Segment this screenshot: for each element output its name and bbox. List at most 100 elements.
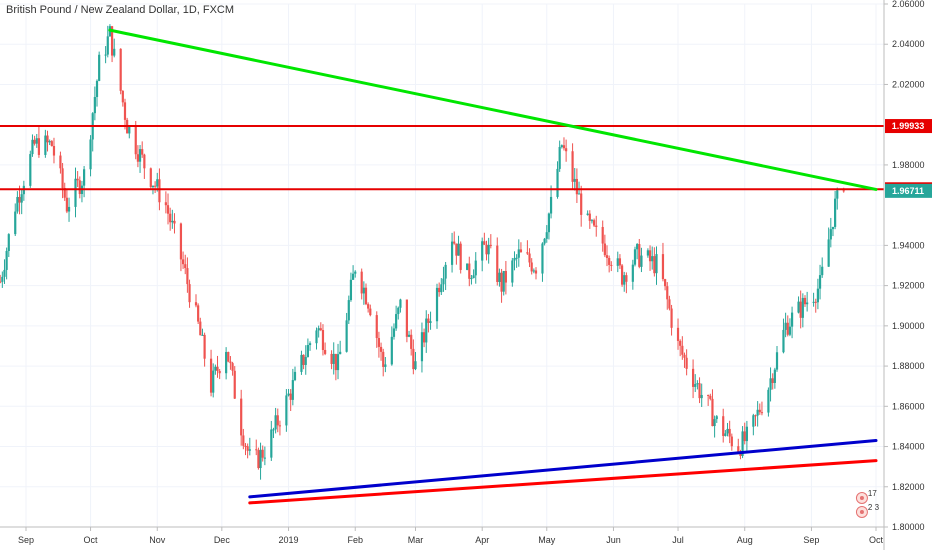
candle-body (259, 449, 262, 469)
y-tick-label: 1.92000 (892, 281, 925, 291)
candle-body (95, 80, 99, 98)
candle-body (35, 138, 38, 144)
x-tick-label: Oct (84, 535, 99, 545)
candle-body (44, 135, 47, 155)
candle-body (530, 262, 533, 272)
candle-body (756, 409, 759, 416)
candle-body (218, 370, 221, 374)
time-axis[interactable]: Sep Oct Nov Dec 2019 Feb Mar Apr May Jun Jul Aug Sep… (18, 527, 884, 545)
candle-body (48, 141, 51, 143)
candle-body (188, 284, 191, 303)
candle-body (98, 54, 101, 81)
candle-body (801, 297, 804, 318)
candle-body (728, 428, 731, 437)
price-axis[interactable]: 2.06000 2.04000 2.02000 1.98000 1.94000 1.920… (884, 0, 925, 532)
candle-body (412, 348, 415, 370)
candle-body (274, 415, 277, 430)
candle-body (345, 320, 348, 352)
grid-layer (0, 3, 884, 528)
candle-body (481, 241, 484, 261)
candle-body (181, 259, 185, 265)
candle-body (715, 416, 718, 420)
candle-body (377, 338, 381, 347)
candle-body (362, 287, 365, 294)
candle-body (46, 135, 49, 143)
candle-body (1, 276, 4, 282)
candle-body (272, 429, 275, 431)
candle-body (698, 383, 701, 399)
candle-body (803, 297, 807, 305)
candle-body (104, 54, 107, 56)
x-tick-label: 2019 (279, 535, 299, 545)
candle-body (646, 250, 649, 256)
candle-body (194, 302, 198, 306)
candle-body (231, 363, 234, 371)
y-tick-label: 1.94000 (892, 240, 925, 250)
candle-body (134, 126, 137, 155)
candle-body (754, 415, 757, 417)
candle-body (420, 332, 424, 362)
candle-body (392, 328, 396, 337)
candle-body (668, 299, 671, 309)
x-tick-label: Jun (606, 535, 621, 545)
trendline[interactable] (108, 28, 878, 191)
candle-body (246, 446, 249, 451)
candle-body (664, 279, 667, 287)
y-tick-label: 2.02000 (892, 79, 925, 89)
candle-body (14, 211, 17, 235)
candle-body (240, 398, 243, 436)
candle-body (321, 330, 325, 350)
event-badges[interactable]: 17 2 3 (855, 489, 880, 518)
candle-body (156, 179, 159, 187)
candle-body (623, 275, 626, 285)
candle-body (679, 340, 682, 346)
candle-body (651, 256, 654, 262)
x-tick-label: Apr (475, 535, 489, 545)
candle-body (197, 305, 200, 322)
candle-body (707, 394, 710, 396)
candle-body (586, 213, 589, 215)
y-tick-label: 2.06000 (892, 0, 925, 9)
candle-body (784, 322, 787, 330)
candle-body (694, 384, 697, 387)
candle-body (722, 416, 725, 436)
candle-body (713, 419, 716, 427)
candle-body (545, 232, 548, 239)
x-tick-label: Oct (869, 535, 884, 545)
candle-body (485, 244, 488, 255)
candle-body (455, 243, 458, 256)
candle-body (399, 299, 402, 308)
candle-body (743, 431, 746, 442)
candle-body (558, 146, 561, 169)
candle-body (638, 244, 641, 267)
candle-body (496, 245, 499, 282)
candle-body (466, 263, 469, 270)
x-tick-label: Mar (408, 535, 424, 545)
candle-body (565, 148, 568, 152)
candle-body (610, 264, 613, 266)
candle-body (836, 190, 839, 199)
candle-body (300, 354, 303, 372)
candle-body (261, 449, 264, 458)
trendline[interactable] (248, 459, 878, 505)
candle-body (63, 188, 66, 198)
trendline[interactable] (248, 439, 878, 499)
candle-body (775, 352, 779, 370)
candle-body (59, 155, 62, 169)
candle-body (541, 243, 544, 274)
candle-body (580, 193, 583, 215)
y-tick-label: 1.88000 (892, 361, 925, 371)
candle-body (709, 395, 712, 399)
candle-body (691, 368, 695, 387)
candle-body (834, 198, 837, 227)
event-badge-dot (859, 510, 864, 514)
candle-body (534, 270, 538, 274)
candle-body (110, 26, 114, 56)
candle-body (440, 284, 443, 293)
candle-body (65, 197, 68, 212)
candle-body (306, 345, 309, 357)
candle-body (149, 168, 152, 188)
x-tick-label: Nov (149, 535, 166, 545)
candle-body (438, 287, 441, 293)
